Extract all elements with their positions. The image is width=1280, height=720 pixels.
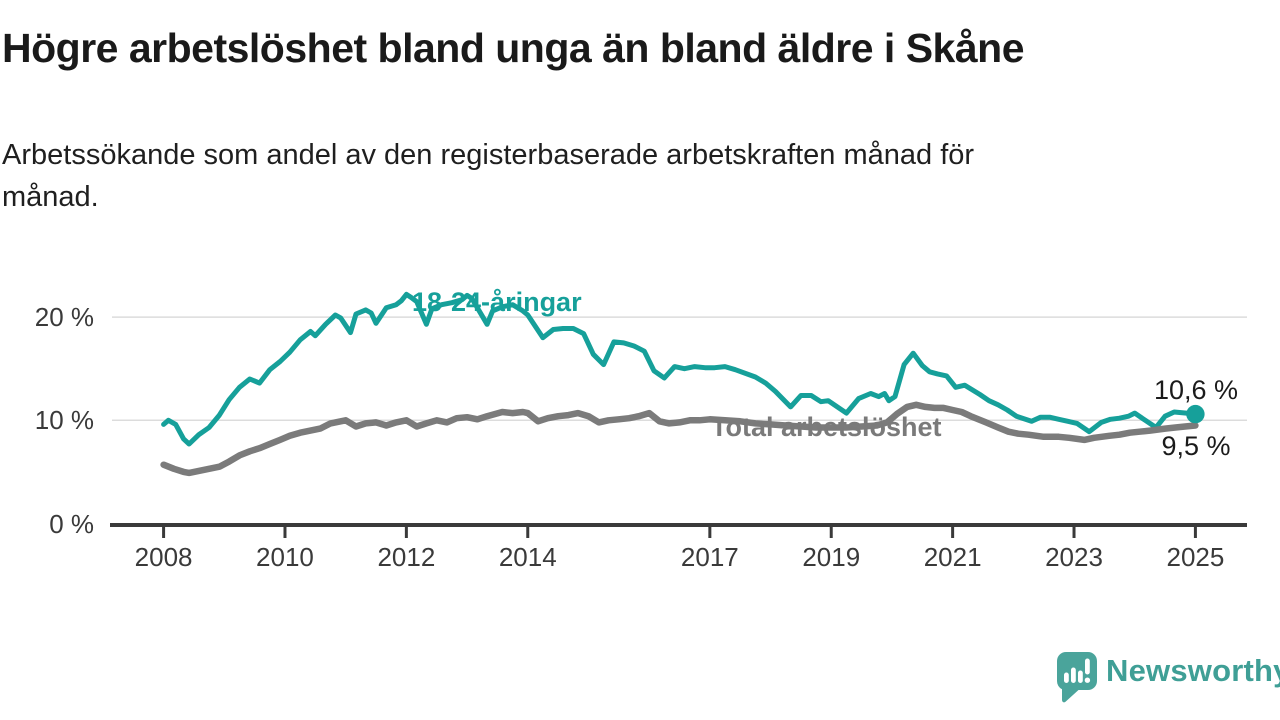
y-tick-label: 20 % bbox=[34, 302, 94, 333]
newsworthy-logo-text: Newsworthy bbox=[1106, 653, 1280, 688]
end-value-label-young: 10,6 % bbox=[1153, 375, 1239, 405]
x-tick-label: 2010 bbox=[256, 542, 314, 572]
x-tick-label: 2017 bbox=[680, 542, 739, 572]
subtitle-line-1: Arbetssökande som andel av den registerb… bbox=[2, 139, 975, 171]
y-tick-label: 10 % bbox=[34, 405, 94, 436]
y-tick-label: 0 % bbox=[49, 508, 94, 539]
newsworthy-logo-icon bbox=[1056, 652, 1097, 703]
x-tick-label: 2014 bbox=[498, 542, 557, 572]
page-title: Högre arbetslöshet bland unga än bland ä… bbox=[2, 25, 1025, 71]
chart-subtitle: Arbetssökande som andel av den registerb… bbox=[2, 134, 1202, 218]
end-value-label-total: 9,5 % bbox=[1161, 431, 1231, 461]
series-line-young bbox=[161, 291, 1198, 447]
series-label-total: Total arbetslöshet bbox=[711, 412, 942, 442]
subtitle-line-2: månad. bbox=[2, 181, 99, 213]
newsworthy-logo: Newsworthy bbox=[1056, 650, 1280, 710]
x-tick-label: 2023 bbox=[1045, 542, 1103, 572]
end-point-marker bbox=[1186, 404, 1205, 424]
x-tick-label: 2008 bbox=[134, 542, 193, 572]
x-tick-label: 2019 bbox=[802, 542, 861, 572]
x-tick-label: 2025 bbox=[1166, 542, 1225, 572]
speech-bubble-shape bbox=[1056, 652, 1097, 703]
series-label-young: 18-24-åringar bbox=[412, 287, 582, 317]
series-line-total bbox=[160, 401, 1199, 477]
x-tick-label: 2012 bbox=[377, 542, 436, 572]
x-tick-label: 2021 bbox=[923, 542, 982, 572]
